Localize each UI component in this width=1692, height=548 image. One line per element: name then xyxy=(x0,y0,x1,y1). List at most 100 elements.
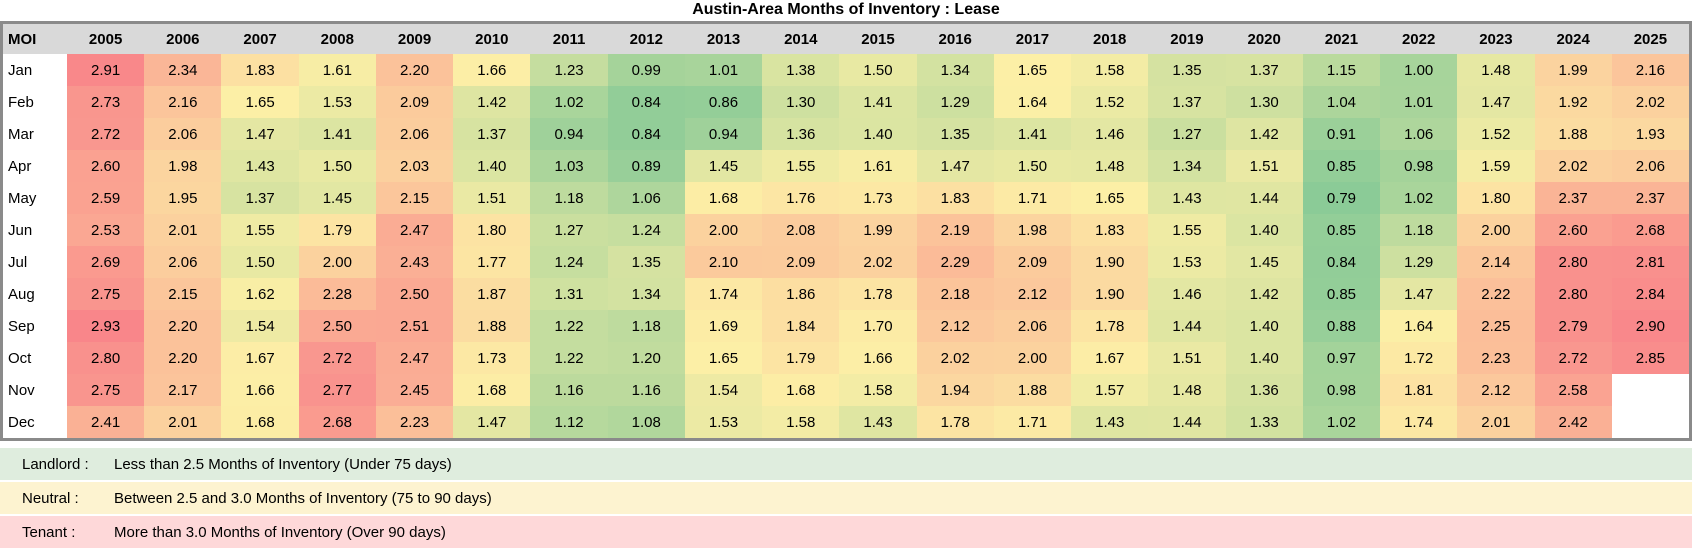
inventory-heatmap-table: MOI 2005 2006 2007 2008 2009 2010 2011 2012 2013 2… xyxy=(0,21,1692,441)
cell-sep-2019: 1.44 xyxy=(1148,310,1226,342)
cell-jul-2024: 2.80 xyxy=(1534,246,1612,278)
cell-may-2009: 2.15 xyxy=(375,182,454,214)
cell-nov-2023: 2.12 xyxy=(1457,374,1535,406)
cell-jul-2011: 1.24 xyxy=(530,246,608,278)
cell-mar-2015: 1.40 xyxy=(839,118,917,150)
cell-nov-2021: 0.98 xyxy=(1302,374,1381,406)
cell-oct-2005: 2.80 xyxy=(67,342,145,374)
cell-sep-2015: 1.70 xyxy=(839,310,917,342)
cell-dec-2013: 1.53 xyxy=(684,406,763,438)
cell-oct-2023: 2.23 xyxy=(1457,342,1535,374)
col-header-2006: 2006 xyxy=(144,24,222,54)
cell-aug-2014: 1.86 xyxy=(762,278,840,310)
cell-jun-2009: 2.47 xyxy=(375,214,454,246)
cell-mar-2007: 1.47 xyxy=(221,118,299,150)
row-header-jun: Jun xyxy=(3,214,67,246)
cell-nov-2020: 1.36 xyxy=(1225,374,1303,406)
cell-apr-2013: 1.45 xyxy=(684,150,763,182)
cell-jul-2012: 1.35 xyxy=(607,246,685,278)
cell-aug-2020: 1.42 xyxy=(1225,278,1303,310)
cell-may-2017: 1.71 xyxy=(993,182,1072,214)
cell-oct-2019: 1.51 xyxy=(1148,342,1226,374)
cell-dec-2009: 2.23 xyxy=(375,406,454,438)
cell-jan-2013: 1.01 xyxy=(684,54,763,86)
row-header-mar: Mar xyxy=(3,118,67,150)
cell-jan-2020: 1.37 xyxy=(1225,54,1303,86)
cell-feb-2014: 1.30 xyxy=(762,86,840,118)
cell-apr-2021: 0.85 xyxy=(1302,150,1381,182)
cell-feb-2025: 2.02 xyxy=(1611,86,1689,118)
cell-sep-2022: 1.64 xyxy=(1380,310,1458,342)
cell-jul-2006: 2.06 xyxy=(144,246,222,278)
row-header-oct: Oct xyxy=(3,342,67,374)
cell-jan-2025: 2.16 xyxy=(1611,54,1689,86)
cell-aug-2016: 2.18 xyxy=(916,278,994,310)
cell-jun-2013: 2.00 xyxy=(684,214,763,246)
cell-mar-2017: 1.41 xyxy=(993,118,1072,150)
cell-jun-2020: 1.40 xyxy=(1225,214,1303,246)
cell-may-2020: 1.44 xyxy=(1225,182,1303,214)
cell-jun-2019: 1.55 xyxy=(1148,214,1226,246)
cell-dec-2012: 1.08 xyxy=(607,406,685,438)
row-header-aug: Aug xyxy=(3,278,67,310)
cell-feb-2016: 1.29 xyxy=(916,86,994,118)
cell-oct-2012: 1.20 xyxy=(607,342,685,374)
cell-oct-2007: 1.67 xyxy=(221,342,299,374)
legend-row-neutral: Neutral : Between 2.5 and 3.0 Months of I… xyxy=(0,482,1692,514)
row-header-sep: Sep xyxy=(3,310,67,342)
cell-apr-2010: 1.40 xyxy=(453,150,531,182)
cell-nov-2022: 1.81 xyxy=(1380,374,1458,406)
chart-title: Austin-Area Months of Inventory : Lease xyxy=(692,1,1000,18)
cell-jul-2010: 1.77 xyxy=(453,246,531,278)
cell-may-2011: 1.18 xyxy=(530,182,608,214)
cell-feb-2013: 0.86 xyxy=(684,86,763,118)
cell-jul-2020: 1.45 xyxy=(1225,246,1303,278)
cell-apr-2019: 1.34 xyxy=(1148,150,1226,182)
cell-dec-2011: 1.12 xyxy=(530,406,608,438)
col-header-2023: 2023 xyxy=(1457,24,1535,54)
cell-may-2014: 1.76 xyxy=(762,182,840,214)
legend-row-landlord: Landlord : Less than 2.5 Months of Invent… xyxy=(0,448,1692,480)
cell-sep-2016: 2.12 xyxy=(916,310,994,342)
cell-jun-2017: 1.98 xyxy=(993,214,1072,246)
corner-header-moi: MOI xyxy=(3,24,67,54)
cell-jan-2009: 2.20 xyxy=(375,54,454,86)
cell-mar-2018: 1.46 xyxy=(1071,118,1149,150)
cell-sep-2013: 1.69 xyxy=(684,310,763,342)
cell-aug-2024: 2.80 xyxy=(1534,278,1612,310)
cell-jul-2018: 1.90 xyxy=(1071,246,1149,278)
row-header-apr: Apr xyxy=(3,150,67,182)
cell-apr-2018: 1.48 xyxy=(1071,150,1149,182)
cell-feb-2009: 2.09 xyxy=(375,86,454,118)
legend-label-neutral: Neutral : xyxy=(22,489,79,507)
cell-mar-2021: 0.91 xyxy=(1302,118,1381,150)
cell-jun-2005: 2.53 xyxy=(67,214,145,246)
cell-oct-2009: 2.47 xyxy=(375,342,454,374)
cell-feb-2012: 0.84 xyxy=(607,86,685,118)
cell-aug-2015: 1.78 xyxy=(839,278,917,310)
cell-apr-2016: 1.47 xyxy=(916,150,994,182)
col-header-2022: 2022 xyxy=(1380,24,1458,54)
cell-dec-2024: 2.42 xyxy=(1534,406,1612,438)
cell-mar-2005: 2.72 xyxy=(67,118,145,150)
cell-nov-2005: 2.75 xyxy=(67,374,145,406)
row-header-may: May xyxy=(3,182,67,214)
cell-aug-2007: 1.62 xyxy=(221,278,299,310)
cell-apr-2006: 1.98 xyxy=(144,150,222,182)
col-header-2018: 2018 xyxy=(1071,24,1149,54)
legend-desc-landlord: Less than 2.5 Months of Inventory (Under… xyxy=(114,455,452,473)
cell-may-2025: 2.37 xyxy=(1611,182,1689,214)
cell-feb-2005: 2.73 xyxy=(67,86,145,118)
cell-nov-2012: 1.16 xyxy=(607,374,685,406)
cell-apr-2011: 1.03 xyxy=(530,150,608,182)
cell-aug-2005: 2.75 xyxy=(67,278,145,310)
cell-mar-2006: 2.06 xyxy=(144,118,222,150)
cell-may-2007: 1.37 xyxy=(221,182,299,214)
cell-apr-2015: 1.61 xyxy=(839,150,917,182)
cell-sep-2008: 2.50 xyxy=(298,310,376,342)
cell-nov-2016: 1.94 xyxy=(916,374,994,406)
cell-oct-2014: 1.79 xyxy=(762,342,840,374)
cell-jan-2014: 1.38 xyxy=(762,54,840,86)
col-header-2008: 2008 xyxy=(298,24,376,54)
legend: Landlord : Less than 2.5 Months of Invent… xyxy=(0,448,1692,548)
